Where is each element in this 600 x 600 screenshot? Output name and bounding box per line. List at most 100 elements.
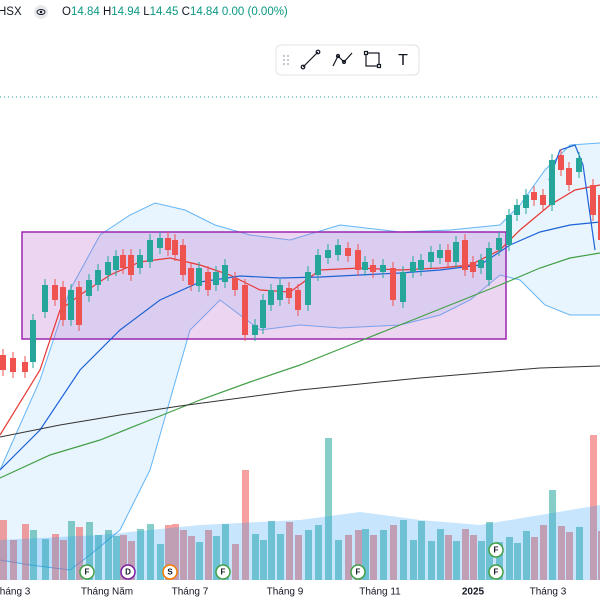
candle-body	[188, 268, 194, 285]
volume-bar	[531, 537, 538, 580]
ma-long	[0, 252, 600, 479]
volume-bar	[345, 535, 352, 580]
ohlc-value: 14.45	[150, 6, 179, 18]
visibility-toggle[interactable]	[34, 5, 48, 19]
badge-letter: F	[494, 546, 499, 555]
candle-body	[268, 290, 274, 305]
candle-body	[355, 250, 361, 270]
volume-bar	[325, 438, 332, 580]
event-badge[interactable]: F	[350, 564, 366, 580]
candle-body	[462, 240, 468, 270]
volume-bar	[86, 522, 93, 580]
candle-body	[213, 272, 219, 285]
volume-bar	[410, 540, 417, 580]
volume-bar	[172, 524, 179, 580]
candle-body	[157, 238, 163, 248]
badge-letter: S	[167, 568, 173, 577]
volume-bar	[188, 536, 195, 580]
trend-line-tool[interactable]	[300, 49, 321, 70]
candle-body	[486, 248, 492, 280]
badge-letter: F	[494, 568, 499, 577]
volume-bar	[295, 535, 302, 580]
x-tick-label: Tháng 3	[530, 587, 567, 598]
event-badge[interactable]: D	[120, 564, 136, 580]
event-badge[interactable]: F	[79, 564, 95, 580]
ohlc-value: 14.84	[71, 6, 100, 18]
candle-body	[242, 285, 248, 335]
volume-bar	[506, 537, 513, 580]
drag-handle[interactable]	[283, 55, 289, 65]
candle-body	[252, 325, 258, 335]
volume-bar	[390, 525, 397, 580]
volume-bar	[252, 534, 259, 580]
volume-bar	[52, 534, 59, 580]
candle-body	[22, 362, 28, 372]
event-badge[interactable]: F	[215, 564, 231, 580]
candle-body	[540, 195, 546, 205]
volume-bar	[445, 535, 452, 580]
x-tick-label: Tháng 3	[0, 587, 31, 598]
volume-bar	[496, 542, 503, 580]
ohlc-label: L	[143, 6, 150, 18]
volume-bar	[470, 535, 477, 580]
badge-letter: F	[356, 568, 361, 577]
candle-body	[180, 245, 186, 275]
candle-body	[390, 268, 396, 300]
text-tool[interactable]: T	[398, 52, 408, 69]
event-badge[interactable]: F	[488, 542, 504, 558]
candle-body	[380, 265, 386, 272]
badge-letter: F	[221, 568, 226, 577]
candle-body	[105, 262, 111, 275]
volume-bar	[60, 540, 67, 580]
candle-body	[60, 287, 66, 320]
volume-bar	[10, 540, 17, 580]
candle-body	[113, 256, 119, 270]
volume-bar	[437, 529, 444, 580]
event-badge[interactable]: S	[162, 564, 178, 580]
candle-body	[496, 238, 502, 250]
candle-body	[437, 250, 443, 258]
candle-body	[453, 242, 459, 262]
badge-circle	[162, 564, 178, 580]
volume-bar	[105, 530, 112, 580]
volume-bar	[514, 543, 521, 580]
volume-bar	[68, 521, 75, 580]
candle-body	[598, 195, 600, 240]
x-tick-label: Tháng Năm	[81, 587, 133, 598]
volume-bar	[453, 541, 460, 580]
x-tick-label: Tháng 7	[172, 587, 209, 598]
volume-bar	[180, 530, 187, 580]
candle-body	[120, 255, 126, 268]
volume-bar	[305, 530, 312, 580]
rectangle-tool[interactable]	[363, 50, 382, 69]
candle-body	[400, 272, 406, 302]
volume-bar	[205, 530, 212, 580]
x-tick-label: 2025	[462, 587, 485, 598]
candle-body	[514, 205, 520, 215]
volume-bar	[576, 527, 583, 580]
candle-body	[277, 285, 283, 300]
ohlc-value: 14.94	[111, 6, 140, 18]
candle-body	[295, 290, 301, 310]
path-tool[interactable]	[332, 52, 353, 67]
volume-bar	[418, 521, 425, 580]
event-badge[interactable]: F	[488, 564, 504, 580]
volume-bar	[42, 539, 49, 580]
candle-body	[362, 262, 368, 270]
volume-bar	[558, 526, 565, 580]
candle-body	[205, 272, 211, 290]
candle-body	[95, 270, 101, 285]
volume-bar	[549, 490, 556, 580]
volume-bar	[315, 525, 322, 580]
volume-ma	[0, 505, 600, 580]
volume-bar	[286, 522, 293, 580]
volume-bar	[120, 535, 127, 580]
volume-bar	[30, 530, 37, 580]
volume-bar	[222, 524, 229, 580]
volume-bar	[370, 535, 377, 580]
badge-circle	[488, 564, 504, 580]
badge-circle	[488, 542, 504, 558]
candle-body	[506, 215, 512, 245]
